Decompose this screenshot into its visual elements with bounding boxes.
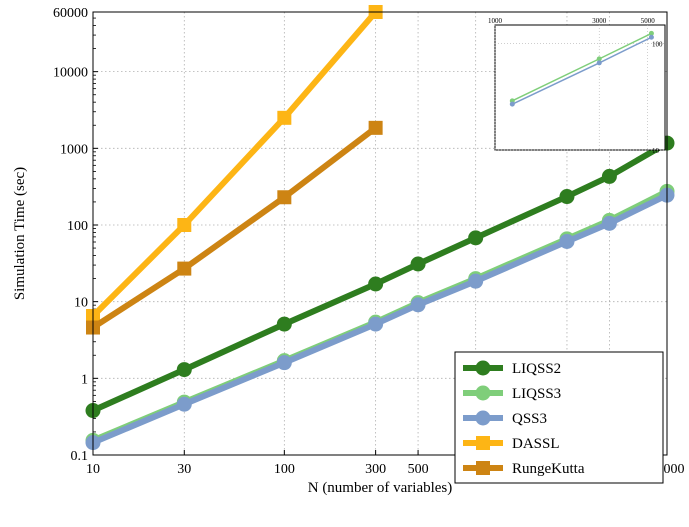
series-liqss2 (85, 135, 675, 419)
series-dassl (86, 5, 383, 324)
legend-entry-dassl: DASSL (463, 436, 560, 452)
inset-data-point (596, 60, 602, 66)
legend-marker (476, 436, 490, 450)
data-point (468, 230, 484, 246)
y-tick-label: 10 (74, 296, 88, 311)
y-tick-label: 0.1 (71, 449, 89, 464)
legend-label: LIQSS3 (512, 386, 561, 402)
inset-x-tick-label: 1000 (488, 17, 503, 25)
inset-chart: 1000 3000 5000 10 100 (488, 17, 666, 155)
legend-label: LIQSS2 (512, 361, 561, 377)
data-point (601, 168, 617, 184)
legend-entry-liqss2: LIQSS2 (463, 360, 561, 377)
legend-entry-rungekutta: RungeKutta (463, 461, 585, 477)
legend-marker (476, 461, 490, 475)
y-axis-label: Simulation Time (sec) (12, 167, 28, 300)
inset-data-point (596, 56, 602, 62)
data-point (559, 189, 575, 205)
inset-data-point (509, 101, 515, 107)
inset-data-point (648, 34, 654, 40)
x-tick-label: 500 (408, 462, 429, 477)
data-point (276, 355, 292, 371)
plot-frame (92, 11, 668, 456)
data-point (176, 396, 192, 412)
data-point (559, 233, 575, 249)
data-point (177, 261, 192, 276)
data-point (368, 316, 384, 332)
data-point (410, 256, 426, 272)
inset-series-1 (509, 34, 654, 107)
legend-label: RungeKutta (512, 461, 585, 477)
data-point (177, 217, 192, 232)
inset-frame (494, 24, 666, 151)
legend-marker (475, 410, 491, 426)
legend: LIQSS2 LIQSS3 QSS3 DASSL RungeKutta (454, 351, 664, 484)
data-point (277, 190, 292, 205)
series-line-rungekutta (91, 125, 378, 331)
data-point (276, 316, 292, 332)
x-tick-label: 100 (274, 462, 295, 477)
y-tick-label: 1000 (60, 142, 88, 157)
legend-marker (475, 360, 491, 376)
data-point (277, 110, 292, 125)
legend-marker (475, 385, 491, 401)
y-tick-label: 1 (81, 372, 88, 387)
data-point (368, 120, 383, 135)
inset-data-point (648, 30, 654, 36)
x-axis-label: N (number of variables) (308, 480, 453, 496)
x-tick-label: 10 (86, 462, 100, 477)
series-qss3 (85, 187, 675, 451)
y-axis-ticks: 0.1 1 10 100 1000 10000 60000 (53, 6, 98, 464)
legend-label: QSS3 (512, 411, 547, 427)
inset-x-tick-label: 3000 (592, 17, 607, 25)
x-tick-label: 300 (365, 462, 386, 477)
data-point (468, 273, 484, 289)
inset-x-tick-label: 5000 (641, 17, 656, 25)
legend-entry-qss3: QSS3 (463, 410, 547, 427)
data-point (410, 297, 426, 313)
series-line-dassl (90, 10, 378, 319)
y-tick-label: 100 (67, 219, 88, 234)
inset-y-tick-label: 10 (652, 147, 660, 155)
x-tick-label: 30 (177, 462, 191, 477)
data-point (176, 362, 192, 378)
legend-label: DASSL (512, 436, 560, 452)
legend-entry-liqss3: LIQSS3 (463, 385, 561, 402)
data-point (601, 215, 617, 231)
y-tick-label: 10000 (53, 66, 88, 81)
y-tick-label: 60000 (53, 6, 88, 21)
inset-y-tick-label: 100 (652, 41, 663, 49)
data-point (368, 276, 384, 292)
